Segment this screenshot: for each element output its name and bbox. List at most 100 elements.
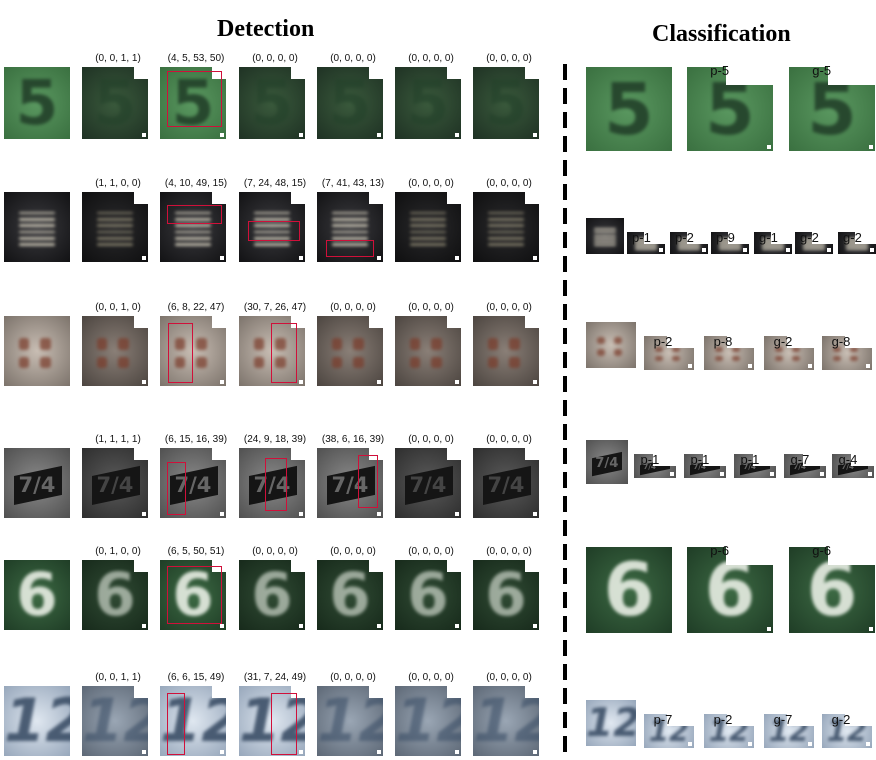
detection-label: (0, 0, 0, 0)	[408, 178, 454, 189]
stripe	[409, 230, 447, 234]
detection-step-image	[395, 192, 461, 262]
detection-step-image	[473, 192, 539, 262]
stripe	[635, 246, 657, 249]
detection-step-image: 12	[239, 686, 305, 756]
classification-label: p-8	[713, 334, 733, 349]
panel-mark	[597, 348, 605, 357]
corner-mark	[868, 472, 872, 476]
label-tab	[291, 316, 305, 328]
stripe	[635, 244, 657, 247]
detection-label: (0, 0, 0, 0)	[330, 53, 376, 64]
digit-glyph: 7/4	[331, 472, 369, 497]
panel-mark	[487, 356, 499, 368]
stripe	[331, 224, 369, 227]
divider-dash	[563, 616, 567, 632]
panel-mark	[849, 355, 858, 362]
divider-dash	[563, 424, 567, 440]
corner-mark	[702, 248, 706, 252]
label-tab	[134, 316, 148, 328]
classification-label: g-7	[790, 452, 810, 467]
label-tab	[134, 192, 148, 204]
classification-crop-image: 7/4	[784, 454, 826, 478]
digit-glyph: 12	[4, 686, 70, 756]
panel-mark	[409, 356, 421, 368]
label-tab	[447, 67, 461, 79]
detection-step-image: 7/4	[317, 448, 383, 518]
classification-label: g-4	[838, 452, 858, 467]
classification-crop-image	[838, 232, 876, 254]
detection-label: (0, 0, 0, 0)	[408, 53, 454, 64]
corner-mark	[870, 248, 874, 252]
classification-label: p-5	[710, 63, 730, 78]
stripe	[331, 243, 369, 246]
stripe	[253, 211, 291, 215]
input-digit-image: 5	[4, 67, 70, 139]
divider-dash	[563, 520, 567, 536]
panel-mark	[331, 356, 343, 368]
corner-mark	[142, 750, 146, 754]
classification-label: p-1	[690, 452, 710, 467]
corner-mark	[869, 145, 873, 149]
detection-step-image	[317, 316, 383, 386]
detection-step-image: 6	[160, 560, 226, 630]
label-tab	[850, 454, 874, 466]
classification-crop-image: 12	[764, 714, 814, 748]
digit-glyph: 7/4	[595, 455, 619, 471]
panel-mark	[775, 355, 783, 362]
digit-glyph: 5	[171, 67, 215, 139]
digit-glyph: 5	[406, 67, 450, 139]
detection-label: (0, 0, 0, 0)	[486, 53, 532, 64]
stripe	[96, 211, 134, 215]
corner-mark	[743, 248, 747, 252]
corner-mark	[377, 512, 381, 516]
stripe	[678, 246, 700, 249]
digit-glyph: 12	[586, 700, 636, 746]
label-tab	[134, 448, 148, 460]
detection-label: (0, 0, 0, 0)	[252, 53, 298, 64]
stripe	[594, 244, 616, 247]
panel-mark	[331, 338, 343, 350]
digit-glyph: 12	[473, 686, 539, 756]
classification-input-image: 6	[586, 547, 672, 633]
stripe	[174, 217, 212, 221]
divider-dash	[563, 64, 567, 80]
digit-glyph: 6	[94, 560, 136, 630]
divider-dash	[563, 400, 567, 416]
panel-mark	[509, 356, 520, 368]
stripe	[487, 224, 525, 227]
label-tab	[291, 67, 305, 79]
stripe	[18, 224, 56, 227]
digit-glyph: 7/4	[253, 472, 291, 497]
stripe	[174, 236, 212, 240]
corner-mark	[767, 145, 771, 149]
panel-mark	[40, 356, 51, 368]
label-tab	[525, 560, 539, 572]
classification-crop-image	[670, 232, 708, 254]
panel-mark	[849, 346, 858, 353]
label-tab	[687, 232, 708, 244]
detection-label: (0, 0, 0, 0)	[486, 302, 532, 313]
digit-glyph: 7/4	[174, 472, 212, 497]
classification-label: g-7	[773, 712, 793, 727]
bounding-box	[248, 221, 300, 241]
detection-step-image	[473, 316, 539, 386]
stripe	[174, 230, 212, 234]
label-tab	[525, 448, 539, 460]
detection-step-image	[160, 192, 226, 262]
corner-mark	[299, 133, 303, 137]
panel-mark	[174, 338, 186, 350]
panel-mark	[196, 356, 207, 368]
input-digit-image: 12	[4, 686, 70, 756]
corner-mark	[455, 133, 459, 137]
divider-dash	[563, 568, 567, 584]
digit-glyph: 5	[807, 67, 857, 151]
stripe	[18, 236, 56, 240]
input-digit-image: 6	[4, 560, 70, 630]
digit-glyph: 7/4	[18, 472, 56, 497]
corner-mark	[455, 512, 459, 516]
panel-mark	[253, 356, 265, 368]
label-tab	[369, 448, 383, 460]
digit-glyph: 6	[251, 560, 293, 630]
label-tab	[212, 686, 226, 698]
detection-label: (31, 7, 24, 49)	[243, 672, 307, 683]
